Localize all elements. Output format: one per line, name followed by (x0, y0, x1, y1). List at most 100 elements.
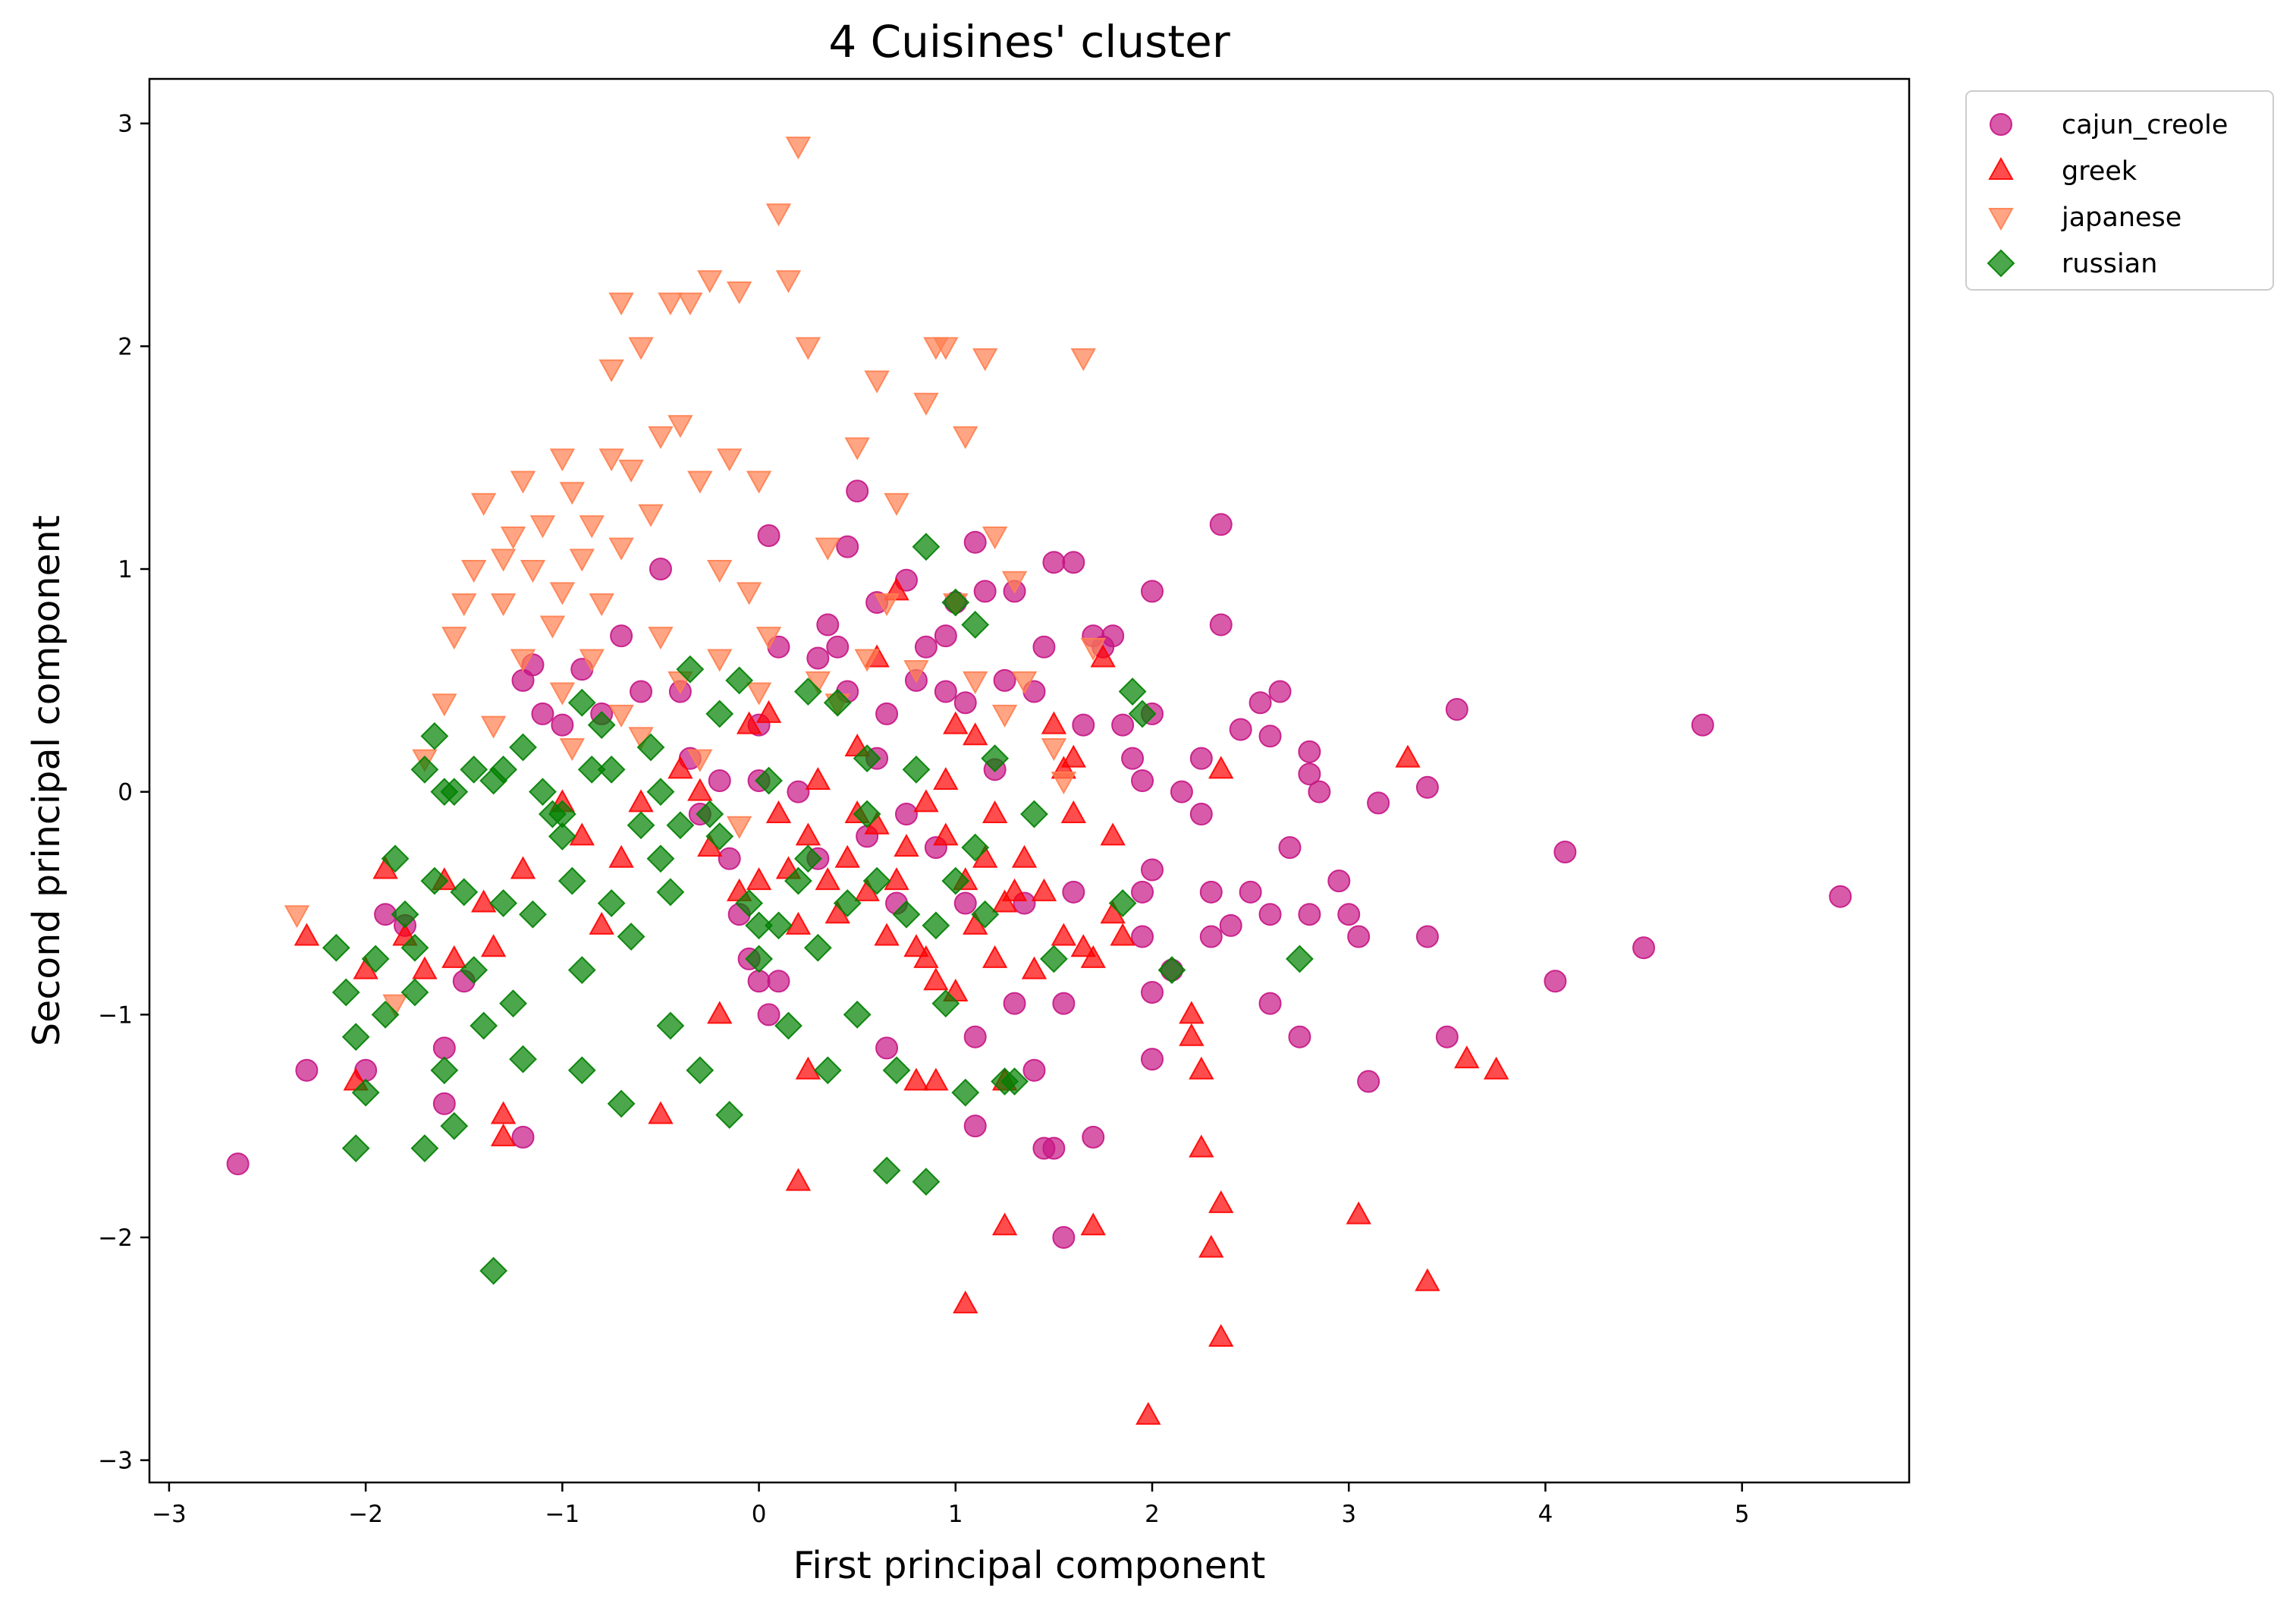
data-point (1041, 737, 1067, 762)
data-point (735, 889, 764, 917)
data-point (460, 956, 488, 985)
data-point (627, 811, 655, 840)
data-point (551, 713, 574, 737)
data-point (991, 704, 1018, 728)
data-point (412, 956, 438, 979)
x-tick-label: 5 (1735, 1501, 1750, 1528)
data-point (755, 700, 782, 723)
data-point (774, 1011, 803, 1040)
data-point (1100, 822, 1126, 846)
data-point (667, 756, 693, 779)
data-point (1021, 956, 1047, 979)
data-point (432, 693, 457, 717)
data-point (1258, 992, 1282, 1015)
data-point (1101, 624, 1125, 648)
data-point (736, 711, 762, 734)
data-point (765, 203, 792, 227)
data-point (903, 660, 929, 684)
data-point (1298, 762, 1321, 786)
data-point (1110, 923, 1135, 946)
data-point (587, 711, 616, 740)
data-point (923, 1067, 949, 1091)
data-point (963, 671, 988, 694)
data-point (1258, 903, 1282, 926)
data-point (511, 1125, 535, 1149)
data-point (618, 459, 644, 483)
data-point (617, 923, 645, 951)
data-point (844, 437, 870, 461)
data-point (884, 492, 909, 516)
data-point (816, 613, 840, 637)
data-point (912, 533, 941, 561)
legend-label: japanese (2061, 203, 2181, 233)
data-point (707, 1001, 733, 1024)
data-point (500, 526, 526, 550)
legend-label: russian (2062, 249, 2157, 279)
data-point (1042, 1137, 1066, 1160)
data-point (843, 1000, 872, 1029)
data-point (1141, 980, 1164, 1004)
data-point (726, 281, 752, 305)
data-point (1209, 613, 1233, 637)
data-point (902, 755, 931, 784)
data-point (834, 844, 860, 868)
data-point (461, 560, 487, 583)
data-point (745, 945, 773, 973)
data-point (1052, 992, 1076, 1015)
data-point (608, 704, 634, 728)
data-point (410, 1134, 439, 1162)
data-point (1415, 925, 1439, 948)
data-point (833, 889, 862, 917)
data-point (598, 448, 624, 472)
data-point (1553, 840, 1577, 863)
data-point (520, 560, 546, 583)
y-tick-label: −2 (98, 1225, 133, 1252)
data-point (1208, 1324, 1234, 1347)
data-point (982, 800, 1008, 824)
data-point (687, 470, 713, 494)
data-point (1051, 772, 1077, 795)
data-point (559, 482, 586, 505)
data-point (1082, 1125, 1105, 1149)
data-point (400, 978, 429, 1007)
data-point (1208, 1190, 1234, 1213)
data-point (941, 866, 970, 895)
data-point (882, 1056, 911, 1085)
data-point (836, 535, 859, 558)
data-point (953, 891, 977, 915)
data-point (1020, 800, 1048, 828)
data-point (795, 337, 821, 360)
data-point (577, 755, 606, 784)
data-point (529, 515, 556, 539)
data-point (1090, 644, 1116, 668)
data-point (806, 646, 830, 670)
data-point (1080, 637, 1106, 661)
data-point (716, 448, 743, 472)
data-point (630, 680, 653, 703)
data-point (903, 1067, 929, 1091)
data-point (912, 1168, 941, 1196)
data-point (1039, 945, 1068, 973)
data-point (943, 711, 969, 734)
data-point (746, 682, 772, 706)
data-point (636, 733, 665, 762)
data-point (294, 923, 320, 946)
legend-label: cajun_creole (2062, 110, 2228, 140)
data-point (913, 789, 939, 813)
data-point (757, 1003, 781, 1027)
data-point (705, 822, 734, 850)
y-axis: −3 −2 −1 0 1 2 3 (98, 111, 149, 1475)
x-axis: −3 −2 −1 0 1 2 3 4 5 (152, 1482, 1750, 1528)
data-point (341, 1134, 370, 1162)
data-point (1219, 913, 1242, 937)
data-point (1000, 1067, 1029, 1096)
data-point (971, 900, 1000, 929)
data-point (1080, 1212, 1106, 1236)
data-point (785, 137, 812, 160)
data-point (1286, 945, 1314, 973)
data-point (875, 702, 899, 725)
legend-marker-japanese (1988, 208, 2014, 231)
data-point (1483, 1056, 1509, 1080)
data-point (341, 1023, 370, 1052)
